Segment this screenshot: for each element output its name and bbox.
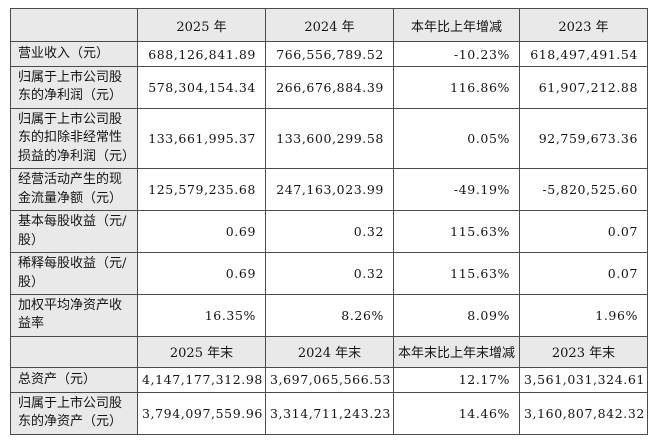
cell-2025: 16.35% — [137, 293, 266, 337]
cell-2024: 0.32 — [265, 210, 394, 254]
table-row-revenue: 营业收入（元） 688,126,841.89 766,556,789.52 -1… — [10, 41, 648, 67]
table-header-row-annual: 2025 年 2024 年 本年比上年增减 2023 年 — [10, 8, 648, 42]
cell-2024: 3,697,065,566.53 — [265, 366, 394, 393]
cell-change: 115.63% — [393, 210, 520, 254]
cell-2024: 266,676,884.39 — [265, 66, 394, 109]
corner-cell — [10, 335, 138, 368]
financial-summary-table: 2025 年 2024 年 本年比上年增减 2023 年 营业收入（元） 688… — [10, 8, 648, 435]
table-row-net-assets: 归属于上市公司股东的净资产（元） 3,794,097,559.96 3,314,… — [10, 391, 648, 435]
row-label: 总资产（元） — [10, 366, 138, 393]
table-row-weighted-avg-roe: 加权平均净资产收益率 16.35% 8.26% 8.09% 1.96% — [10, 293, 648, 337]
table-row-net-profit: 归属于上市公司股东的净利润（元） 578,304,154.34 266,676,… — [10, 66, 648, 109]
row-label: 归属于上市公司股东的扣除非经常性损益的净利润（元） — [10, 107, 138, 170]
cell-2025: 4,147,177,312.98 — [137, 366, 266, 393]
cell-2023: 3,561,031,324.61 — [519, 366, 648, 393]
cell-2024: 247,163,023.99 — [265, 168, 394, 212]
table-header-row-year-end: 2025 年末 2024 年末 本年末比上年末增减 2023 年末 — [10, 335, 648, 368]
cell-2025: 578,304,154.34 — [137, 66, 266, 109]
cell-2023: 3,160,807,842.32 — [519, 391, 648, 435]
row-label: 经营活动产生的现金流量净额（元） — [10, 168, 138, 212]
cell-change: -10.23% — [393, 41, 520, 67]
cell-change: 12.17% — [393, 366, 520, 393]
cell-change: -49.19% — [393, 168, 520, 212]
table-row-basic-eps: 基本每股收益（元/股） 0.69 0.32 115.63% 0.07 — [10, 210, 648, 254]
cell-2025: 0.69 — [137, 210, 266, 254]
corner-cell — [10, 8, 138, 42]
row-label: 加权平均净资产收益率 — [10, 293, 138, 337]
row-label: 稀释每股收益（元/股） — [10, 252, 138, 295]
cell-2023: 92,759,673.36 — [519, 107, 648, 170]
column-header-2024-end: 2024 年末 — [265, 335, 394, 368]
cell-2023: 0.07 — [519, 210, 648, 254]
cell-2023: 1.96% — [519, 293, 648, 337]
row-label: 归属于上市公司股东的净资产（元） — [10, 391, 138, 435]
row-label: 基本每股收益（元/股） — [10, 210, 138, 254]
cell-2024: 3,314,711,243.23 — [265, 391, 394, 435]
column-header-2025: 2025 年 — [137, 8, 266, 42]
cell-2023: 61,907,212.88 — [519, 66, 648, 109]
cell-2025: 125,579,235.68 — [137, 168, 266, 212]
cell-2024: 0.32 — [265, 252, 394, 295]
row-label: 归属于上市公司股东的净利润（元） — [10, 66, 138, 109]
cell-2023: 618,497,491.54 — [519, 41, 648, 67]
cell-2025: 133,661,995.37 — [137, 107, 266, 170]
column-header-2025-end: 2025 年末 — [137, 335, 266, 368]
cell-2024: 766,556,789.52 — [265, 41, 394, 67]
column-header-2024: 2024 年 — [265, 8, 394, 42]
table-row-diluted-eps: 稀释每股收益（元/股） 0.69 0.32 115.63% 0.07 — [10, 252, 648, 295]
column-header-year-end-change: 本年末比上年末增减 — [393, 335, 520, 368]
cell-change: 115.63% — [393, 252, 520, 295]
cell-2025: 3,794,097,559.96 — [137, 391, 266, 435]
table-row-net-profit-excl-nonrecurring: 归属于上市公司股东的扣除非经常性损益的净利润（元） 133,661,995.37… — [10, 107, 648, 170]
cell-2024: 133,600,299.58 — [265, 107, 394, 170]
cell-2023: -5,820,525.60 — [519, 168, 648, 212]
cell-change: 14.46% — [393, 391, 520, 435]
cell-change: 116.86% — [393, 66, 520, 109]
cell-change: 8.09% — [393, 293, 520, 337]
row-label: 营业收入（元） — [10, 41, 138, 67]
cell-change: 0.05% — [393, 107, 520, 170]
column-header-2023-end: 2023 年末 — [519, 335, 648, 368]
cell-2023: 0.07 — [519, 252, 648, 295]
table-row-total-assets: 总资产（元） 4,147,177,312.98 3,697,065,566.53… — [10, 366, 648, 393]
cell-2025: 688,126,841.89 — [137, 41, 266, 67]
cell-2025: 0.69 — [137, 252, 266, 295]
column-header-2023: 2023 年 — [519, 8, 648, 42]
cell-2024: 8.26% — [265, 293, 394, 337]
table-row-operating-cash-flow: 经营活动产生的现金流量净额（元） 125,579,235.68 247,163,… — [10, 168, 648, 212]
column-header-yoy-change: 本年比上年增减 — [393, 8, 520, 42]
